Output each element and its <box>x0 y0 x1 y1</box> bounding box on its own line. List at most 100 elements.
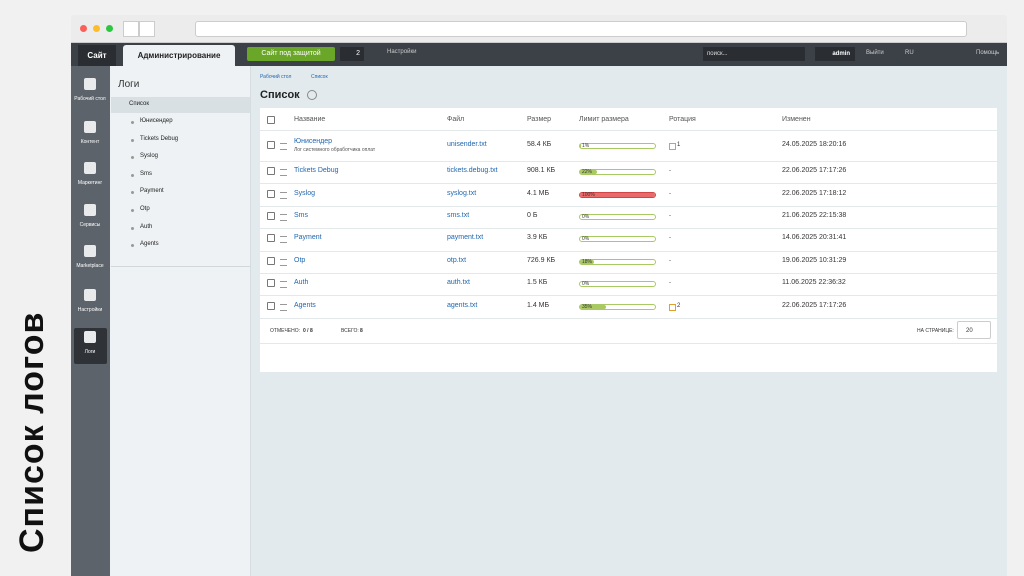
sidebar-icon[interactable] <box>84 204 96 216</box>
column-header[interactable]: Ротация <box>669 116 696 123</box>
back[interactable] <box>123 21 139 37</box>
sidebar-label[interactable]: Marketplace <box>76 263 104 269</box>
settings-link[interactable]: Настройки <box>387 49 417 55</box>
user[interactable]: admin <box>815 47 855 61</box>
star[interactable] <box>307 90 317 100</box>
sidebar-icon[interactable] <box>84 78 96 90</box>
menu-item[interactable]: Tickets Debug <box>140 135 179 142</box>
log-file[interactable]: syslog.txt <box>447 189 477 197</box>
help[interactable]: Помощь <box>976 50 1000 56</box>
sidebar-label[interactable]: Маркетинг <box>77 180 103 186</box>
url-bar[interactable] <box>195 21 967 37</box>
row-checkbox[interactable] <box>267 256 275 265</box>
row-checkbox[interactable] <box>267 167 275 176</box>
breadcrumb[interactable]: Рабочий стол <box>260 74 292 80</box>
log-file[interactable]: agents.txt <box>447 301 478 309</box>
row-menu[interactable] <box>280 143 287 150</box>
forward[interactable] <box>139 21 155 37</box>
limit-label: 0% <box>582 281 590 288</box>
rotation-icon <box>669 303 676 311</box>
admin-tab[interactable]: Администрирование <box>123 45 235 66</box>
log-size: 4.1 МБ <box>527 189 550 197</box>
sidebar-label[interactable]: Сервисы <box>79 222 101 228</box>
log-file[interactable]: auth.txt <box>447 279 470 287</box>
log-name[interactable]: Syslog <box>294 189 316 197</box>
column-header[interactable]: Файл <box>447 116 465 123</box>
log-file[interactable]: tickets.debug.txt <box>447 167 498 175</box>
row-checkbox[interactable] <box>267 212 275 220</box>
maximize[interactable] <box>106 25 113 32</box>
lang[interactable]: RU <box>905 50 914 56</box>
limit-bar <box>580 304 607 309</box>
column-header[interactable]: Лимит размера <box>579 116 629 123</box>
menu-item[interactable]: Юнисендер <box>140 118 173 124</box>
row-line <box>260 161 997 162</box>
menu-item[interactable]: Agents <box>140 241 159 248</box>
menu-bullet <box>131 209 134 212</box>
column-header[interactable]: Размер <box>527 116 552 123</box>
log-name[interactable]: Юнисендер <box>294 138 332 145</box>
log-file[interactable]: unisender.txt <box>447 141 487 148</box>
menu-item[interactable]: Syslog <box>140 153 159 160</box>
row-checkbox[interactable] <box>267 189 275 198</box>
sidebar-label[interactable]: Рабочий стол <box>74 96 106 102</box>
row-menu[interactable] <box>280 236 287 244</box>
row-menu[interactable] <box>280 191 287 199</box>
limit-label: 35% <box>582 303 593 310</box>
column-header[interactable]: Название <box>294 116 326 123</box>
menu-item[interactable]: Sms <box>140 170 152 177</box>
sidebar-label[interactable]: Контент <box>80 139 100 145</box>
logout[interactable]: Выйти <box>866 50 884 56</box>
column-header[interactable]: Изменен <box>782 116 811 123</box>
minimize[interactable] <box>93 25 100 32</box>
limit-label: 1% <box>582 143 590 149</box>
limit-label: 22% <box>582 169 593 176</box>
row-menu[interactable] <box>280 281 287 289</box>
row-menu[interactable] <box>280 258 287 266</box>
log-size: 3.9 КБ <box>527 234 548 242</box>
site-tab[interactable]: Сайт <box>78 45 116 66</box>
row-line <box>260 317 997 319</box>
menu-item[interactable]: Payment <box>140 188 164 195</box>
row-checkbox[interactable] <box>267 301 275 310</box>
row-menu[interactable] <box>280 169 287 177</box>
close[interactable] <box>80 25 87 32</box>
sidebar-icon[interactable] <box>84 121 96 133</box>
protected-button[interactable]: Сайт под защитой <box>247 47 335 61</box>
sidebar-label[interactable]: Логи <box>84 349 96 355</box>
row-checkbox[interactable] <box>267 279 275 288</box>
log-size: 1.4 МБ <box>527 301 550 309</box>
row-checkbox[interactable] <box>267 234 275 243</box>
sidebar-icon[interactable] <box>84 162 96 174</box>
log-file[interactable]: payment.txt <box>447 234 484 242</box>
sidebar-icon[interactable] <box>84 331 96 343</box>
menu-current[interactable]: Список <box>129 101 149 107</box>
row-menu[interactable] <box>280 303 287 311</box>
row-checkbox[interactable] <box>267 141 275 149</box>
notify-badge[interactable]: 2 <box>340 47 364 61</box>
selected-label: ОТМЕЧЕНО: <box>270 328 300 334</box>
sidebar-icon[interactable] <box>84 245 96 257</box>
header-checkbox[interactable] <box>267 116 275 124</box>
log-name[interactable]: Tickets Debug <box>294 167 339 175</box>
menu-item[interactable]: Auth <box>140 223 153 230</box>
menu-item[interactable]: Otp <box>140 206 150 212</box>
breadcrumb[interactable]: Список <box>311 74 328 80</box>
sidebar-label[interactable]: Настройки <box>77 307 103 313</box>
row-menu[interactable] <box>280 214 287 221</box>
per-page[interactable]: 20 <box>957 321 991 339</box>
limit-track <box>579 281 656 288</box>
log-name[interactable]: Sms <box>294 212 308 219</box>
log-file[interactable]: otp.txt <box>447 256 467 264</box>
log-file[interactable]: sms.txt <box>447 212 470 219</box>
log-name[interactable]: Agents <box>294 301 316 309</box>
log-name[interactable]: Payment <box>294 234 322 242</box>
sidebar-icon[interactable] <box>84 289 96 301</box>
limit-label: 18% <box>582 258 593 265</box>
total-value: 8 <box>360 328 363 334</box>
search[interactable]: поиск... <box>703 47 805 61</box>
log-name[interactable]: Otp <box>294 256 306 264</box>
menu-bullet <box>131 138 134 142</box>
log-name[interactable]: Auth <box>294 279 309 287</box>
limit-label: 0% <box>582 236 590 243</box>
